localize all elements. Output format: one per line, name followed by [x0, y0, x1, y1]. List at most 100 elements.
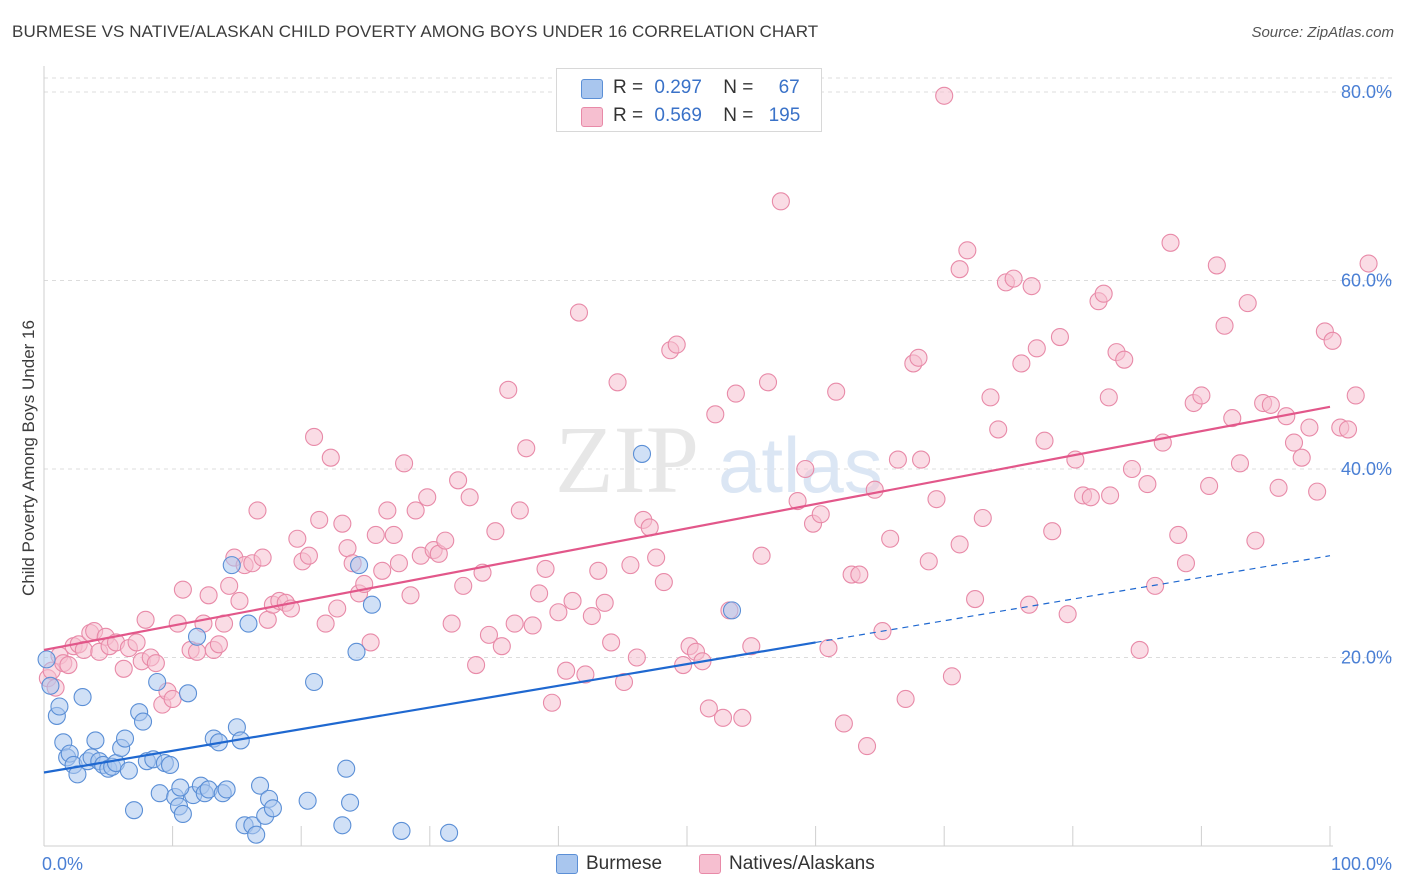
data-point — [171, 778, 190, 797]
bottom-legend-label: Natives/Alaskans — [729, 853, 875, 874]
data-point — [406, 501, 425, 520]
data-point — [499, 380, 518, 399]
data-point — [50, 697, 69, 716]
data-point — [454, 576, 473, 595]
data-point — [647, 548, 666, 567]
data-point — [927, 490, 946, 509]
data-point — [865, 480, 884, 499]
data-point — [1292, 448, 1311, 467]
data-point — [350, 556, 369, 575]
data-point — [337, 759, 356, 778]
y-tick-label: 60.0% — [1341, 271, 1392, 291]
data-point — [328, 599, 347, 618]
data-point — [589, 561, 608, 580]
data-point — [742, 637, 761, 656]
y-tick-label: 80.0% — [1341, 82, 1392, 102]
data-point — [263, 799, 282, 818]
bottom-legend-swatch-native — [699, 854, 721, 874]
chart-title: BURMESE VS NATIVE/ALASKAN CHILD POVERTY … — [12, 22, 819, 41]
data-point — [73, 688, 92, 707]
data-point — [1004, 269, 1023, 288]
data-point — [1359, 254, 1378, 273]
data-point — [222, 556, 241, 575]
data-point — [950, 260, 969, 279]
data-point — [517, 439, 536, 458]
data-point — [299, 546, 318, 565]
data-point — [576, 665, 595, 684]
data-point — [966, 590, 985, 609]
data-point — [187, 627, 207, 646]
data-point — [713, 708, 733, 727]
data-point — [1323, 331, 1342, 350]
legend-swatch-burmese — [581, 79, 603, 99]
y-axis-label: Child Poverty Among Boys Under 16 — [19, 320, 38, 596]
data-point — [1022, 277, 1041, 296]
data-point — [1338, 420, 1358, 439]
burmese-trend-line — [43, 641, 816, 774]
data-point — [981, 388, 1000, 407]
data-point — [220, 576, 239, 595]
data-point — [850, 565, 869, 584]
data-point — [253, 548, 272, 567]
data-point — [827, 382, 846, 401]
data-point — [909, 348, 928, 367]
data-point — [1238, 294, 1257, 313]
data-point — [1192, 386, 1211, 405]
data-point — [217, 780, 236, 799]
data-point — [486, 522, 505, 541]
data-point — [333, 816, 352, 835]
data-point — [298, 791, 317, 810]
data-point — [230, 591, 249, 611]
bottom-legend-label: Burmese — [586, 853, 663, 874]
data-point — [305, 672, 324, 692]
data-point — [1027, 339, 1046, 358]
bottom-legend-swatch-burmese — [556, 854, 578, 874]
data-point — [1308, 482, 1327, 501]
data-point — [654, 573, 673, 592]
data-point — [595, 593, 614, 612]
data-point — [366, 525, 385, 545]
data-point — [608, 373, 627, 392]
source-label: Source: ZipAtlas.com — [1251, 24, 1394, 41]
data-point — [401, 586, 420, 605]
data-point — [1099, 388, 1118, 407]
data-point — [389, 554, 408, 573]
data-point — [942, 667, 961, 686]
data-point — [888, 450, 907, 469]
data-point — [316, 614, 335, 633]
data-point — [37, 650, 56, 669]
data-point — [136, 610, 155, 629]
data-point — [305, 427, 324, 447]
data-point — [1223, 409, 1242, 428]
data-point — [733, 708, 752, 727]
data-point — [706, 405, 725, 424]
data-point — [124, 801, 144, 820]
data-point — [347, 642, 366, 661]
data-point — [771, 192, 790, 211]
data-point — [722, 601, 742, 620]
data-point — [395, 454, 414, 473]
data-point — [59, 655, 78, 675]
data-point — [41, 676, 60, 695]
data-point — [133, 712, 153, 731]
data-point — [150, 784, 169, 803]
data-point — [288, 529, 307, 548]
data-point — [1346, 386, 1365, 405]
legend-r-label: R = — [613, 105, 644, 126]
data-point — [569, 303, 589, 322]
data-point — [258, 610, 277, 629]
data-point — [530, 584, 549, 603]
data-point — [542, 693, 562, 712]
data-point — [1012, 354, 1031, 373]
data-point — [362, 595, 381, 614]
data-point — [1215, 316, 1234, 335]
data-point — [919, 552, 938, 571]
data-point — [1050, 327, 1069, 347]
native-alaskan-points — [38, 86, 1378, 756]
data-point — [173, 580, 192, 599]
data-point — [758, 373, 778, 392]
data-point — [338, 539, 357, 558]
bottom-legend: Burmese Natives/Alaskans — [0, 852, 1406, 878]
data-point — [1161, 233, 1180, 252]
data-point — [239, 614, 258, 633]
